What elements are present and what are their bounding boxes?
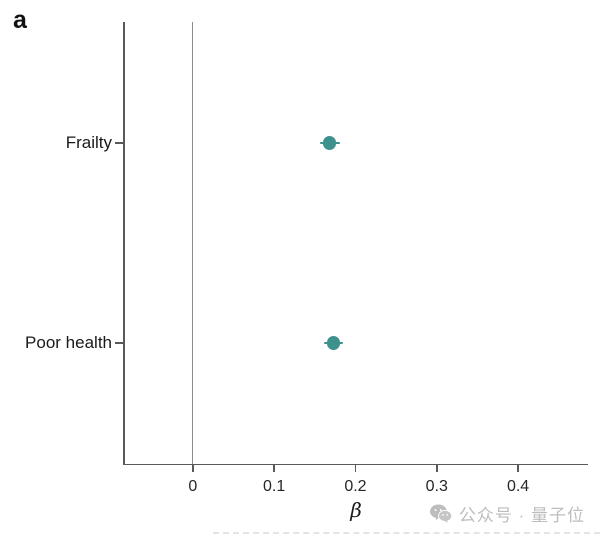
category-label: Frailty	[65, 133, 112, 152]
x-axis-title: β	[350, 498, 362, 522]
watermark: 公众号 · 量子位	[430, 501, 585, 526]
watermark-text: 公众号 · 量子位	[458, 506, 585, 525]
category-tick	[115, 342, 123, 344]
x-axis-line	[123, 463, 588, 465]
x-tick	[436, 465, 438, 472]
x-tick-label: 0.3	[425, 478, 448, 495]
y-axis-line	[123, 22, 125, 464]
zero-reference-line	[192, 22, 194, 464]
x-tick	[354, 465, 357, 472]
data-point	[326, 336, 341, 350]
x-tick	[517, 465, 519, 472]
x-tick-label: 0.4	[506, 478, 530, 495]
x-tick	[273, 465, 275, 472]
wechat-icon	[430, 504, 452, 523]
x-tick-label: 0.1	[263, 478, 286, 495]
x-tick-label: 0.2	[344, 478, 367, 495]
category-tick	[115, 142, 123, 144]
panel-label: a	[13, 6, 27, 34]
bottom-crop-line	[213, 532, 600, 534]
x-tick	[192, 465, 194, 472]
data-point	[322, 136, 337, 150]
category-label: Poor health	[25, 333, 112, 352]
x-tick-label: 0	[188, 478, 198, 495]
